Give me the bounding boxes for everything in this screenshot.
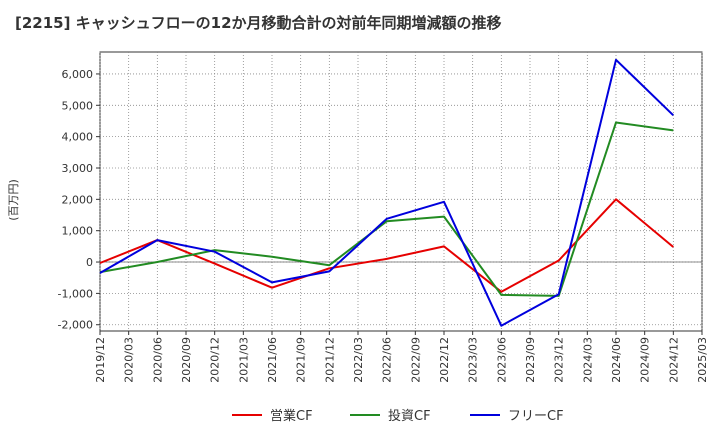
y-tick-label: 4,000 [62, 131, 94, 144]
x-tick-label: 2023/09 [524, 337, 537, 383]
x-tick-label: 2022/12 [438, 337, 451, 383]
y-tick-label: 0 [86, 256, 93, 269]
y-tick-label: -1,000 [58, 287, 93, 300]
y-tick-label: 2,000 [62, 193, 94, 206]
y-tick-label: -2,000 [58, 319, 93, 332]
series-line-1 [99, 121, 674, 297]
x-tick-label: 2020/03 [123, 337, 136, 383]
legend-label-1: 投資CF [388, 408, 431, 424]
x-tick-label: 2022/09 [409, 337, 422, 383]
legend-label-0: 営業CF [270, 408, 313, 424]
plot-background [99, 51, 703, 332]
x-tick-label: 2025/03 [696, 337, 709, 383]
legend: 営業CF 投資CF フリーCF [232, 408, 564, 424]
x-tick-label: 2024/03 [581, 337, 594, 383]
x-tick-label: 2020/06 [151, 337, 164, 383]
x-tick-label: 2024/12 [667, 337, 680, 383]
x-tick-label: 2020/09 [180, 337, 193, 383]
y-axis-label: (百万円) [7, 179, 20, 221]
y-ticks: -2,000 -1,000 0 1,000 2,000 3,000 4,000 5,000 6,… [58, 68, 100, 332]
grid [99, 52, 703, 331]
plot-area [99, 51, 703, 332]
x-tick-label: 2022/06 [381, 337, 394, 383]
x-tick-label: 2024/06 [610, 337, 623, 383]
x-tick-label: 2021/03 [237, 337, 250, 383]
legend-label-2: フリーCF [508, 409, 564, 424]
series-line-2 [99, 58, 674, 327]
x-ticks: 2019/12 2020/03 2020/06 2020/09 2020/12 2021/… [94, 331, 709, 383]
y-tick-label: 5,000 [62, 99, 94, 112]
x-tick-label: 2023/12 [553, 337, 566, 383]
x-tick-label: 2022/03 [352, 337, 365, 383]
chart-title: [2215] キャッシュフローの12か月移動合計の対前年同期増減額の推移 [15, 14, 502, 32]
y-tick-label: 3,000 [62, 162, 94, 175]
x-tick-label: 2021/09 [295, 337, 308, 383]
y-tick-label: 1,000 [62, 225, 94, 238]
x-tick-label: 2021/12 [323, 337, 336, 383]
x-tick-label: 2024/09 [639, 337, 652, 383]
x-tick-label: 2019/12 [94, 337, 107, 383]
x-tick-label: 2023/03 [467, 337, 480, 383]
y-tick-label: 6,000 [62, 68, 94, 81]
x-tick-label: 2021/06 [266, 337, 279, 383]
series-lines [99, 58, 674, 327]
x-tick-label: 2023/06 [495, 337, 508, 383]
x-tick-label: 2020/12 [209, 337, 222, 383]
